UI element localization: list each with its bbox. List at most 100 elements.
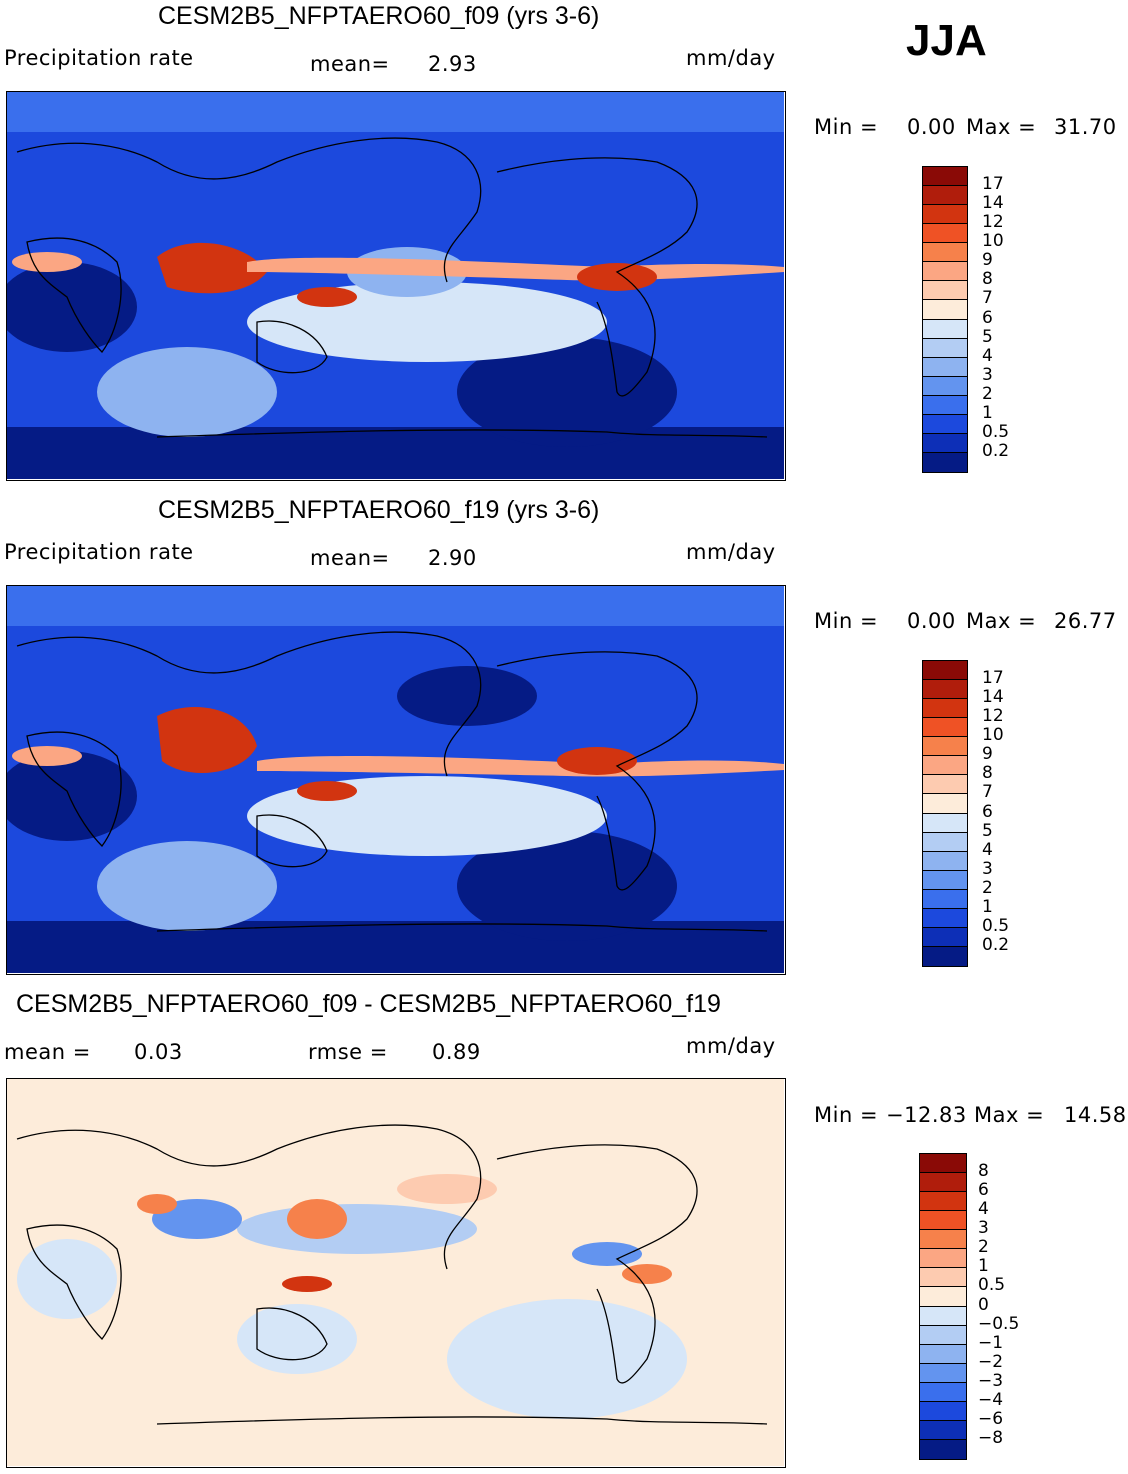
panel-1-colorbar — [922, 166, 968, 473]
west-africa-band — [12, 746, 82, 766]
panel-3-max-label: Max = — [974, 1103, 1045, 1127]
colorbar-tick-label: 9 — [982, 744, 993, 765]
panel-1-max-value: 31.70 — [1054, 115, 1117, 139]
north-pacific-positive — [397, 1174, 497, 1204]
panel-1-max-label: Max = — [966, 115, 1037, 139]
panel-3-rmse-value: 0.89 — [432, 1040, 481, 1064]
panel-3-map-field — [7, 1079, 784, 1466]
maritime-continent-core — [297, 287, 357, 307]
colorbar-tick-label: 0.5 — [982, 915, 1010, 936]
panel-1-variable: Precipitation rate — [4, 46, 194, 70]
coastlines — [16, 1124, 768, 1425]
indian-ocean-band — [97, 347, 277, 437]
colorbar-tick-label: 1 — [982, 896, 993, 917]
colorbar-segment — [920, 1344, 966, 1364]
colorbar-tick-label: 2 — [982, 877, 993, 898]
pacific-negative-band — [237, 1204, 477, 1254]
colorbar-tick-label: 6 — [982, 307, 993, 328]
panel-2-variable: Precipitation rate — [4, 540, 194, 564]
colorbar-segment — [923, 300, 967, 320]
colorbar-segment — [923, 376, 967, 396]
colorbar-tick-label: −4 — [978, 1389, 1004, 1410]
panel-1-mean-value: 2.93 — [428, 52, 477, 76]
colorbar-segment — [920, 1192, 966, 1212]
southeast-pacific-negative — [447, 1299, 687, 1419]
colorbar-tick-label: −3 — [978, 1370, 1004, 1391]
colorbar-segment — [920, 1173, 966, 1193]
colorbar-segment — [920, 1268, 966, 1288]
panel-2-colorbar-labels: 17 14 12 10 9 8 7 6 5 4 3 2 1 0.5 0.2 — [982, 660, 1042, 967]
panel-2-max-label: Max = — [966, 609, 1037, 633]
colorbar-segment — [920, 1325, 966, 1345]
colorbar-segment — [923, 661, 967, 681]
arctic-band — [7, 92, 784, 132]
colorbar-tick-label: 10 — [982, 231, 1004, 252]
panel-2-units: mm/day — [686, 540, 776, 564]
colorbar-segment — [920, 1439, 966, 1459]
colorbar-tick-label: 3 — [982, 364, 993, 385]
southeast-pacific-dry — [457, 831, 677, 941]
colorbar-tick-label: −2 — [978, 1351, 1004, 1372]
colorbar-tick-label: 5 — [982, 326, 993, 347]
colorbar-segment — [923, 908, 967, 928]
india-positive — [137, 1194, 177, 1214]
colorbar-segment — [923, 414, 967, 434]
west-africa-band — [12, 252, 82, 272]
colorbar-tick-label: 6 — [982, 801, 993, 822]
colorbar-tick-label: 17 — [982, 668, 1004, 689]
panel-2-mean-label: mean= — [310, 546, 390, 570]
colorbar-tick-label: 9 — [982, 250, 993, 271]
panel-1-units: mm/day — [686, 46, 776, 70]
colorbar-segment — [923, 775, 967, 795]
panel-1-map — [6, 91, 786, 481]
colorbar-segment — [923, 699, 967, 719]
panel-1-min-label: Min = — [814, 115, 879, 139]
colorbar-segment — [923, 927, 967, 947]
colorbar-tick-label: 2 — [982, 383, 993, 404]
panel-2-min-value: 0.00 — [907, 609, 956, 633]
panel-3-map — [6, 1078, 786, 1468]
colorbar-tick-label: 7 — [982, 782, 993, 803]
maritime-positive — [282, 1276, 332, 1292]
colorbar-segment — [923, 357, 967, 377]
season-label: JJA — [906, 16, 987, 65]
colorbar-tick-label: 10 — [982, 725, 1004, 746]
colorbar-segment — [923, 737, 967, 757]
colorbar-tick-label: 5 — [982, 820, 993, 841]
colorbar-segment — [920, 1382, 966, 1402]
colorbar-tick-label: 12 — [982, 212, 1004, 233]
colorbar-segment — [923, 889, 967, 909]
colorbar-tick-label: 14 — [982, 193, 1004, 214]
colorbar-segment — [923, 395, 967, 415]
colorbar-tick-label: 8 — [978, 1161, 989, 1182]
colorbar-segment — [923, 167, 967, 187]
arctic-band — [7, 586, 784, 626]
colorbar-tick-label: −0.5 — [978, 1313, 1020, 1334]
colorbar-tick-label: 0 — [978, 1294, 989, 1315]
panel-2-title: CESM2B5_NFPTAERO60_f19 (yrs 3-6) — [158, 496, 600, 524]
colorbar-tick-label: 0.5 — [978, 1275, 1006, 1296]
colorbar-tick-label: −6 — [978, 1408, 1004, 1429]
colorbar-segment — [923, 718, 967, 738]
panel-3-colorbar — [919, 1153, 967, 1460]
panel-3-mean-label: mean = — [4, 1040, 91, 1064]
north-pacific-dry — [397, 666, 537, 726]
sahara-dry — [7, 751, 137, 841]
colorbar-tick-label: 4 — [982, 345, 993, 366]
maritime-continent-core — [297, 781, 357, 801]
central-america-core — [557, 747, 637, 775]
colorbar-segment — [923, 224, 967, 244]
monsoon-core — [157, 242, 267, 294]
panel-3-title: CESM2B5_NFPTAERO60_f09 - CESM2B5_NFPTAER… — [16, 990, 721, 1018]
colorbar-tick-label: 6 — [978, 1180, 989, 1201]
panel-1-colorbar-labels: 17 14 12 10 9 8 7 6 5 4 3 2 1 0.5 0.2 — [982, 166, 1042, 473]
colorbar-segment — [920, 1401, 966, 1421]
colorbar-tick-label: 4 — [978, 1199, 989, 1220]
colorbar-tick-label: 1 — [978, 1256, 989, 1277]
colorbar-segment — [920, 1249, 966, 1269]
panel-2-map-field — [7, 586, 784, 973]
colorbar-segment — [923, 186, 967, 206]
africa-negative — [17, 1239, 117, 1319]
antarctic-band — [7, 427, 784, 479]
panel-1-map-field — [7, 92, 784, 479]
